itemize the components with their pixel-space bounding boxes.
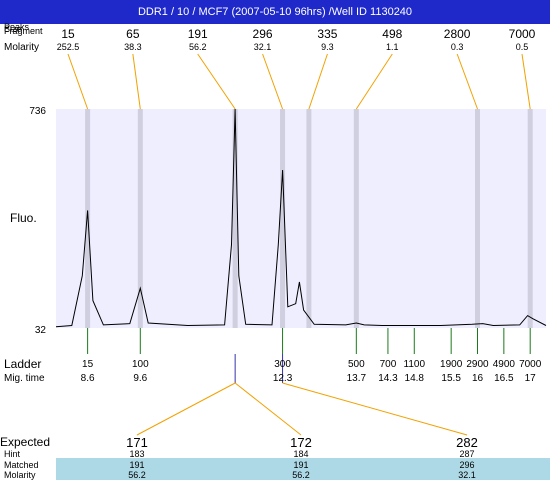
- expected-matched: 296: [459, 460, 474, 470]
- ladder-size-label: 2900: [466, 359, 489, 370]
- row-label-ladder: Ladder: [4, 357, 41, 371]
- peak-size-label: 296: [253, 27, 273, 41]
- ladder-time-label: 16: [472, 373, 484, 384]
- ladder-size-label: 7000: [519, 359, 542, 370]
- peak-band: [306, 109, 312, 328]
- row-label-hint: Hint: [4, 449, 21, 459]
- expected-matched: 191: [293, 460, 308, 470]
- ladder-size-label: 300: [274, 359, 291, 370]
- row-label-size: Size: [4, 24, 22, 34]
- row-label-molarity: Molarity: [4, 42, 39, 53]
- peak-size-label: 335: [317, 27, 337, 41]
- fluorescence-trace: [55, 108, 547, 328]
- expected-matched: 191: [129, 460, 144, 470]
- matched-row-highlight: [56, 458, 550, 480]
- peak-molarity-label: 0.3: [451, 42, 464, 52]
- expected-leader-line: [136, 382, 236, 436]
- row-label-expected: Expected: [0, 435, 50, 449]
- row-label-fluo: Fluo.: [10, 211, 37, 225]
- peak-size-label: 191: [188, 27, 208, 41]
- expected-leader-line: [282, 382, 468, 436]
- ladder-time-label: 17: [525, 373, 537, 384]
- peak-size-label: 15: [61, 27, 75, 41]
- peak-molarity-label: 1.1: [386, 42, 399, 52]
- peak-band: [232, 109, 238, 328]
- ladder-size-label: 700: [380, 359, 397, 370]
- peak-molarity-label: 32.1: [254, 42, 272, 52]
- peak-band: [353, 109, 359, 328]
- ladder-size-label: 500: [348, 359, 365, 370]
- peak-leader-line: [456, 53, 478, 110]
- ladder-size-label: 1100: [404, 359, 426, 370]
- peak-band: [527, 109, 533, 328]
- peak-molarity-label: 9.3: [321, 42, 334, 52]
- peak-size-label: 7000: [509, 27, 536, 41]
- ladder-size-label: 100: [132, 359, 149, 370]
- peak-leader-line: [308, 53, 328, 110]
- window-title: DDR1 / 10 / MCF7 (2007-05-10 96hrs) /Wel…: [0, 0, 550, 24]
- peak-leader-line: [67, 53, 89, 110]
- row-label-mig-time: Mig. time: [4, 373, 45, 384]
- y-tick-label: 736: [29, 106, 46, 117]
- peak-molarity-label: 0.5: [516, 42, 529, 52]
- expected-molarity: 32.1: [458, 470, 476, 480]
- peak-leader-line: [132, 53, 141, 110]
- row-label-peaks: Peaks: [4, 22, 30, 32]
- y-tick-label: 32: [35, 325, 47, 336]
- peak-molarity-label: 56.2: [189, 42, 207, 52]
- peak-molarity-label: 252.5: [57, 42, 80, 52]
- expected-hint: 287: [459, 449, 474, 459]
- peak-molarity-label: 38.3: [124, 42, 142, 52]
- peak-leader-line: [355, 53, 393, 110]
- peak-size-label: 65: [126, 27, 140, 41]
- expected-value: 171: [126, 435, 148, 450]
- peak-band: [280, 109, 286, 328]
- ladder-time-label: 9.6: [133, 373, 147, 384]
- ladder-time-label: 14.3: [378, 373, 398, 384]
- expected-value: 282: [456, 435, 478, 450]
- peak-leader-line: [521, 53, 531, 110]
- expected-molarity: 56.2: [292, 470, 310, 480]
- expected-hint: 183: [129, 449, 144, 459]
- ladder-time-label: 14.8: [405, 373, 425, 384]
- peak-band: [475, 109, 481, 328]
- ladder-time-label: 15.5: [441, 373, 461, 384]
- peak-leader-line: [262, 53, 284, 110]
- ladder-time-label: 16.5: [494, 373, 514, 384]
- expected-value: 172: [290, 435, 312, 450]
- peak-band: [137, 109, 143, 328]
- peak-size-label: 2800: [444, 27, 471, 41]
- ladder-time-label: 13.7: [347, 373, 367, 384]
- ladder-size-label: 4900: [493, 359, 516, 370]
- ladder-size-label: 1900: [440, 359, 463, 370]
- peak-size-label: 498: [382, 27, 402, 41]
- ladder-size-label: 15: [82, 359, 94, 370]
- row-label-matched: Matched: [4, 460, 39, 470]
- row-label-fragment: Fragment: [4, 26, 43, 36]
- ladder-time-label: 8.6: [81, 373, 95, 384]
- ladder-time-label: 12.3: [273, 373, 293, 384]
- peak-leader-line: [197, 53, 236, 110]
- row-label-molarity-bottom: Molarity: [4, 470, 36, 480]
- expected-hint: 184: [293, 449, 308, 459]
- expected-molarity: 56.2: [128, 470, 146, 480]
- expected-leader-line: [234, 382, 302, 436]
